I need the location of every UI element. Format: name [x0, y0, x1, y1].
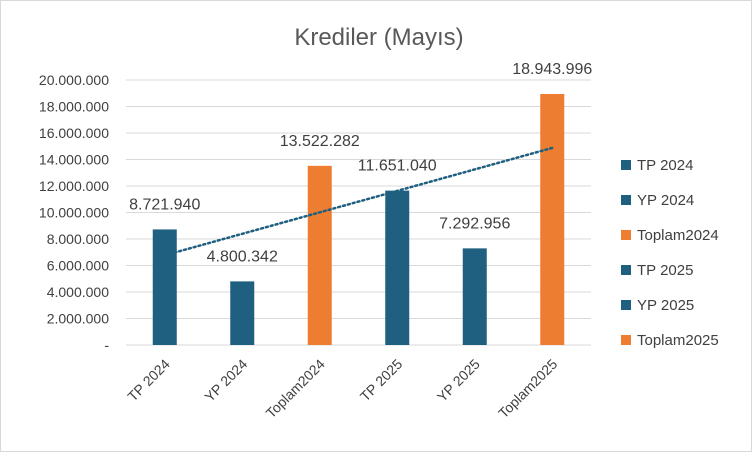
- x-tick-label: Toplam2024: [263, 356, 328, 421]
- legend: TP 2024 YP 2024 Toplam2024 TP 2025 YP 2025 To…: [621, 157, 719, 349]
- data-label: 4.800.342: [207, 248, 278, 265]
- gridlines: [126, 79, 591, 346]
- legend-swatch: [621, 230, 631, 240]
- data-label: 11.651.040: [358, 158, 437, 175]
- y-tick-label: 14.000.000: [39, 152, 109, 168]
- legend-label: TP 2025: [637, 262, 693, 279]
- y-tick-label: 10.000.000: [39, 205, 109, 221]
- legend-label: Toplam2025: [637, 332, 719, 349]
- legend-label: YP 2025: [637, 297, 694, 314]
- legend-label: Toplam2024: [637, 227, 719, 244]
- data-label: 13.522.282: [280, 133, 360, 150]
- legend-label: TP 2024: [637, 157, 693, 174]
- y-axis-ticks: - 2.000.000 4.000.000 6.000.000 8.000.000 10.…: [39, 72, 109, 353]
- x-tick-label: YP 2024: [201, 356, 250, 405]
- y-tick-label: 4.000.000: [47, 284, 109, 300]
- bar: [307, 165, 332, 345]
- data-labels: 8.721.940 4.800.342 13.522.282 11.651.040 7.…: [129, 61, 592, 265]
- legend-label: YP 2024: [637, 192, 694, 209]
- data-label: 7.292.956: [439, 215, 510, 232]
- bar: [385, 190, 410, 345]
- y-tick-label: 16.000.000: [39, 125, 109, 141]
- y-tick-label: 6.000.000: [47, 258, 109, 274]
- x-axis-ticks: TP 2024 YP 2024 Toplam2024 TP 2025 YP 2025 To…: [124, 356, 560, 421]
- trendline: [163, 146, 554, 257]
- bar: [540, 93, 565, 345]
- y-tick-label: 12.000.000: [39, 178, 109, 194]
- x-tick-label: Toplam2025: [495, 356, 560, 421]
- y-tick-label: 2.000.000: [47, 311, 109, 327]
- legend-swatch: [621, 160, 631, 170]
- bars: [152, 93, 565, 345]
- y-tick-label: 8.000.000: [47, 231, 109, 247]
- bar: [230, 281, 255, 345]
- y-tick-label: -: [104, 337, 109, 353]
- x-tick-label: TP 2024: [124, 356, 173, 405]
- legend-swatch: [621, 265, 631, 275]
- data-label: 18.943.996: [512, 61, 592, 78]
- chart-title: Krediler (Mayıs): [294, 24, 463, 51]
- bar: [152, 229, 177, 345]
- bar: [462, 248, 487, 345]
- x-tick-label: YP 2025: [434, 356, 483, 405]
- x-tick-label: TP 2025: [357, 356, 406, 405]
- trendline-path: [163, 146, 554, 257]
- legend-swatch: [621, 300, 631, 310]
- data-label: 8.721.940: [129, 196, 200, 213]
- legend-swatch: [621, 335, 631, 345]
- legend-swatch: [621, 195, 631, 205]
- y-tick-label: 18.000.000: [39, 99, 109, 115]
- y-tick-label: 20.000.000: [39, 72, 109, 88]
